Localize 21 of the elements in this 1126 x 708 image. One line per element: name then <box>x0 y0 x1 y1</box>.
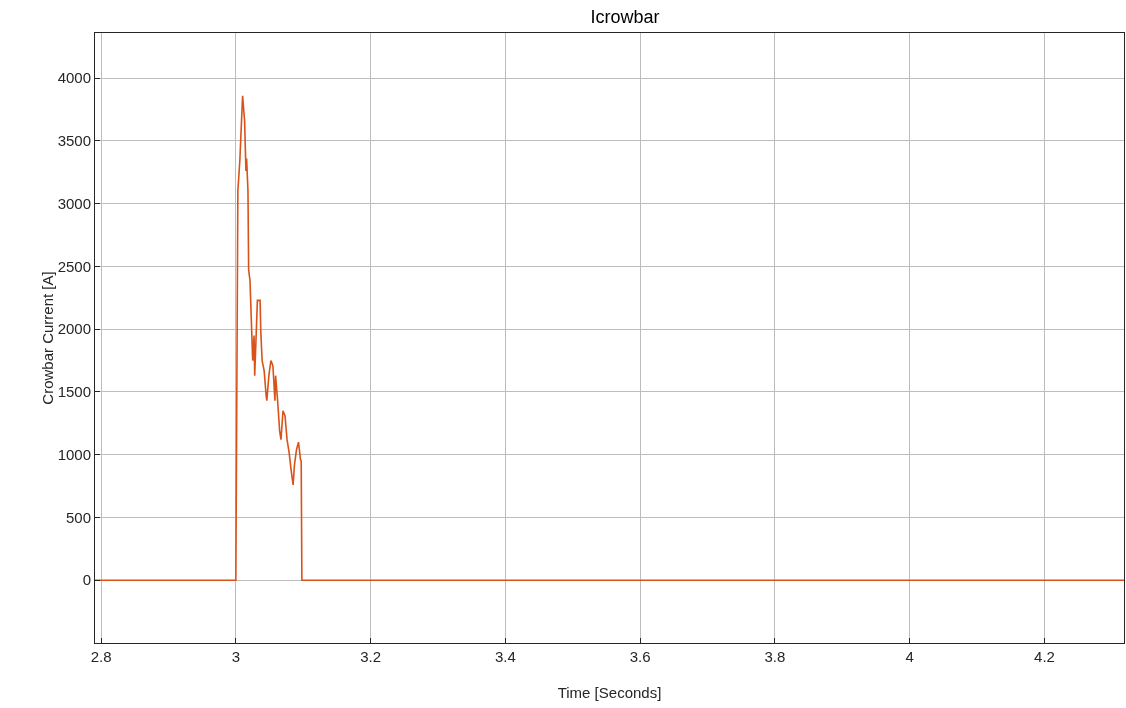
y-tick-label: 3000 <box>57 194 91 212</box>
line-series <box>95 94 1124 582</box>
x-tick-label: 3 <box>231 648 241 665</box>
y-tick-label: 1500 <box>57 383 91 401</box>
x-tick-label: 4.2 <box>1034 648 1055 665</box>
y-tick-label: 500 <box>65 508 91 526</box>
y-tick-label: 3500 <box>57 132 91 150</box>
x-tick-label: 3.8 <box>764 648 786 665</box>
x-axis-title: Time [Seconds] <box>557 684 662 701</box>
x-tick-label: 4 <box>905 648 914 665</box>
y-tick-label: 0 <box>82 571 91 589</box>
x-tick-label: 3.4 <box>494 648 516 665</box>
y-tick-label: 2000 <box>57 320 91 338</box>
y-axis-title: Crowbar Current [A] <box>38 271 56 405</box>
x-tick-label: 2.8 <box>90 648 112 665</box>
y-tick-label: 4000 <box>57 69 91 87</box>
chart-title: Icrowbar <box>590 7 660 28</box>
x-tick-label: 3.2 <box>360 648 382 665</box>
x-tick-label: 3.6 <box>629 648 651 665</box>
y-tick-label: 1000 <box>57 445 91 463</box>
y-tick-label: 2500 <box>57 257 91 275</box>
